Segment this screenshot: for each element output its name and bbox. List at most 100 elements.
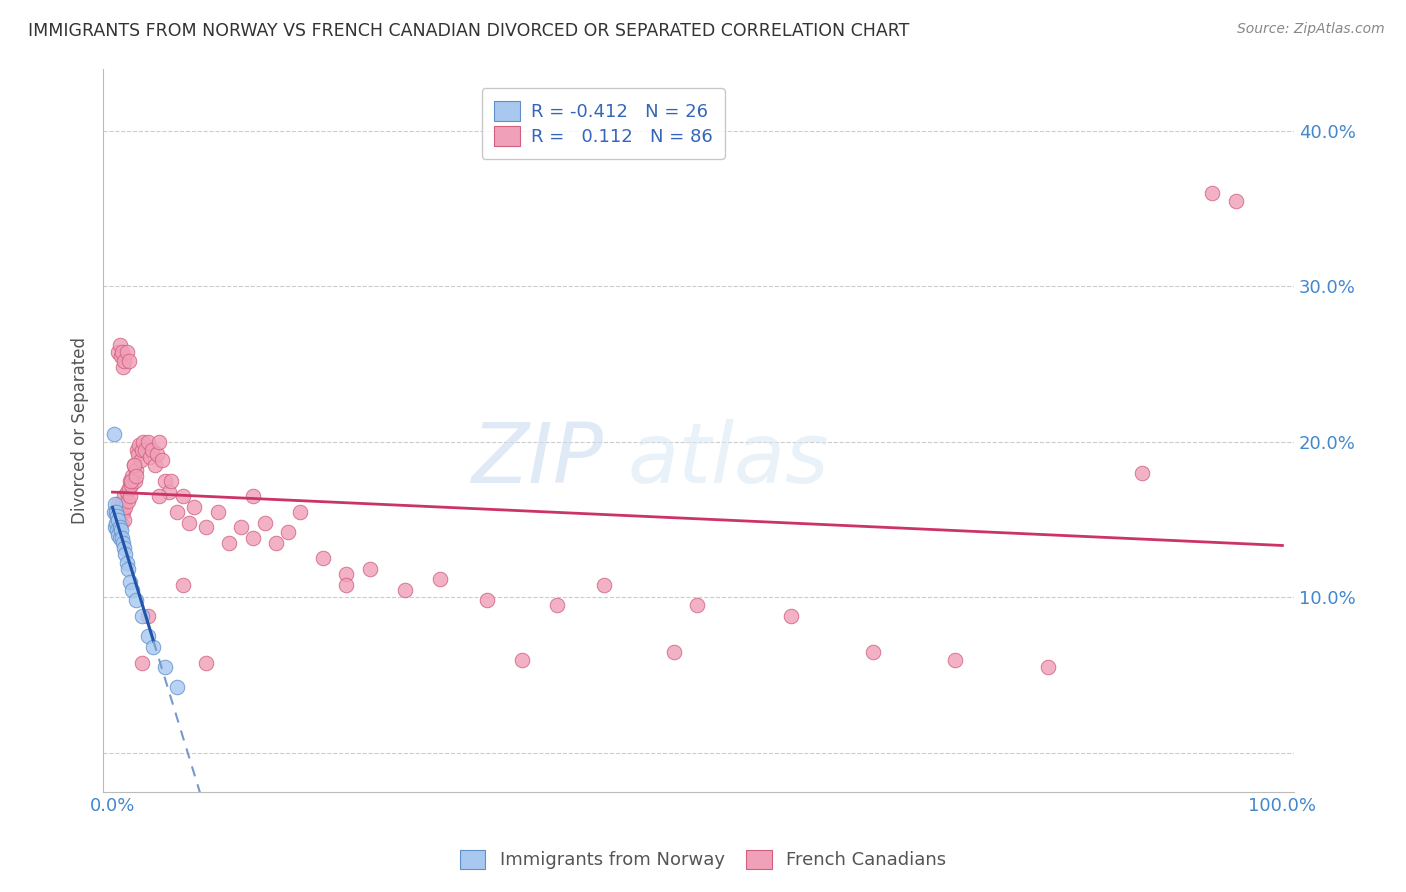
Point	[662, 645, 685, 659]
Point	[146, 447, 169, 461]
Point	[335, 578, 357, 592]
Point	[107, 344, 129, 359]
Point	[153, 474, 176, 488]
Point	[136, 434, 159, 449]
Point	[546, 598, 568, 612]
Point	[195, 520, 218, 534]
Point	[122, 458, 145, 472]
Point	[107, 512, 129, 526]
Point	[121, 469, 143, 483]
Point	[1130, 466, 1153, 480]
Legend: Immigrants from Norway, French Canadians: Immigrants from Norway, French Canadians	[451, 840, 955, 879]
Point	[111, 344, 134, 359]
Point	[335, 566, 357, 581]
Point	[105, 516, 128, 530]
Point	[104, 520, 127, 534]
Point	[120, 474, 142, 488]
Point	[107, 520, 129, 534]
Point	[253, 516, 276, 530]
Point	[103, 427, 125, 442]
Point	[157, 484, 180, 499]
Text: Source: ZipAtlas.com: Source: ZipAtlas.com	[1237, 22, 1385, 37]
Point	[118, 574, 141, 589]
Point	[104, 497, 127, 511]
Point	[120, 478, 142, 492]
Point	[108, 338, 131, 352]
Point	[111, 497, 134, 511]
Point	[183, 500, 205, 514]
Point	[136, 609, 159, 624]
Point	[277, 524, 299, 539]
Point	[132, 434, 155, 449]
Point	[242, 489, 264, 503]
Point	[510, 652, 533, 666]
Point	[110, 516, 132, 530]
Point	[129, 453, 152, 467]
Point	[115, 484, 138, 499]
Point	[108, 505, 131, 519]
Point	[136, 629, 159, 643]
Point	[111, 360, 134, 375]
Point	[114, 547, 136, 561]
Point	[125, 442, 148, 457]
Point	[686, 598, 709, 612]
Point	[111, 536, 134, 550]
Point	[177, 516, 200, 530]
Point	[134, 442, 156, 457]
Point	[115, 556, 138, 570]
Point	[117, 562, 139, 576]
Point	[172, 578, 194, 592]
Point	[107, 528, 129, 542]
Point	[143, 458, 166, 472]
Point	[1038, 660, 1060, 674]
Point	[128, 438, 150, 452]
Point	[139, 450, 162, 465]
Point	[105, 516, 128, 530]
Point	[780, 609, 803, 624]
Y-axis label: Divorced or Separated: Divorced or Separated	[72, 336, 89, 524]
Point	[475, 593, 498, 607]
Point	[122, 458, 145, 472]
Point	[141, 442, 163, 457]
Point	[288, 505, 311, 519]
Point	[264, 536, 287, 550]
Point	[127, 447, 149, 461]
Point	[105, 524, 128, 538]
Point	[166, 681, 188, 695]
Point	[110, 524, 132, 538]
Point	[207, 505, 229, 519]
Text: IMMIGRANTS FROM NORWAY VS FRENCH CANADIAN DIVORCED OR SEPARATED CORRELATION CHAR: IMMIGRANTS FROM NORWAY VS FRENCH CANADIA…	[28, 22, 910, 40]
Point	[1201, 186, 1223, 200]
Point	[231, 520, 253, 534]
Point	[107, 497, 129, 511]
Point	[108, 520, 131, 534]
Point	[148, 489, 170, 503]
Point	[115, 344, 138, 359]
Point	[105, 509, 128, 524]
Point	[394, 582, 416, 597]
Point	[1225, 194, 1247, 208]
Point	[118, 482, 141, 496]
Point	[121, 582, 143, 597]
Point	[195, 656, 218, 670]
Point	[242, 531, 264, 545]
Point	[592, 578, 614, 592]
Point	[105, 505, 128, 519]
Point	[166, 505, 188, 519]
Text: atlas: atlas	[627, 418, 828, 500]
Point	[150, 453, 173, 467]
Point	[160, 474, 183, 488]
Point	[125, 593, 148, 607]
Point	[125, 463, 148, 477]
Point	[118, 489, 141, 503]
Point	[118, 474, 141, 488]
Point	[943, 652, 966, 666]
Point	[862, 645, 884, 659]
Point	[359, 562, 381, 576]
Point	[111, 531, 134, 545]
Text: ZIP: ZIP	[471, 418, 603, 500]
Point	[218, 536, 240, 550]
Point	[312, 551, 335, 566]
Point	[429, 572, 451, 586]
Point	[103, 505, 125, 519]
